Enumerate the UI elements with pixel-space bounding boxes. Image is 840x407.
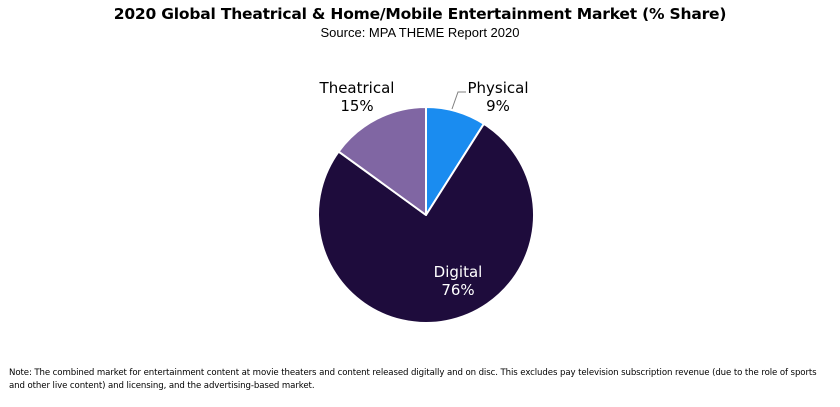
chart-note: Note: The combined market for entertainm… [9, 368, 817, 391]
slice-label-physical: Physical [467, 79, 528, 97]
slice-value-theatrical: 15% [340, 97, 373, 115]
pie-slices [317, 106, 535, 324]
pie-slice-digital [317, 122, 535, 324]
pie-slice-theatrical [337, 106, 427, 216]
slice-value-physical: 9% [486, 97, 510, 115]
chart-subtitle: Source: MPA THEME Report 2020 [320, 25, 520, 40]
slice-label-theatrical: Theatrical [319, 79, 395, 97]
slice-value-digital: 76% [441, 281, 474, 299]
slice-label-digital: Digital [434, 263, 483, 281]
chart-title: 2020 Global Theatrical & Home/Mobile Ent… [113, 5, 727, 23]
leader-line-physical [451, 91, 466, 110]
